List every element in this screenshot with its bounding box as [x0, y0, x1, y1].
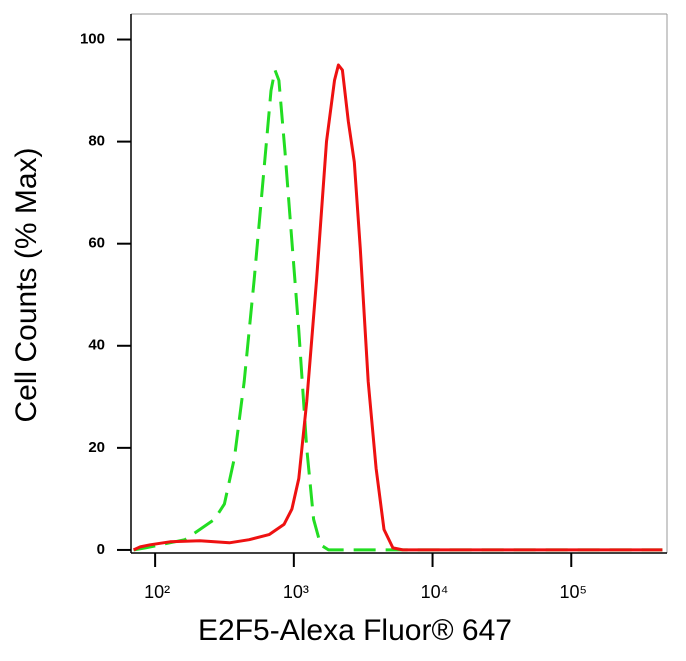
series-line — [132, 63, 663, 552]
x-tick-label: 10⁵ — [560, 582, 587, 602]
x-axis-label: E2F5-Alexa Fluor® 647 — [198, 614, 512, 647]
x-tick-label: 10⁴ — [421, 582, 449, 602]
y-tick-label: 20 — [88, 439, 105, 456]
series-line — [133, 68, 663, 552]
y-tick-label: 100 — [80, 30, 105, 47]
y-tick-label: 40 — [88, 337, 105, 354]
x-tick-label: 10² — [144, 582, 170, 602]
y-axis-label: Cell Counts (% Max) — [10, 147, 43, 422]
x-tick-label: 10³ — [283, 582, 309, 602]
y-tick-label: 0 — [97, 541, 105, 558]
y-tick-label: 60 — [88, 235, 105, 252]
y-tick-label: 80 — [88, 133, 105, 150]
